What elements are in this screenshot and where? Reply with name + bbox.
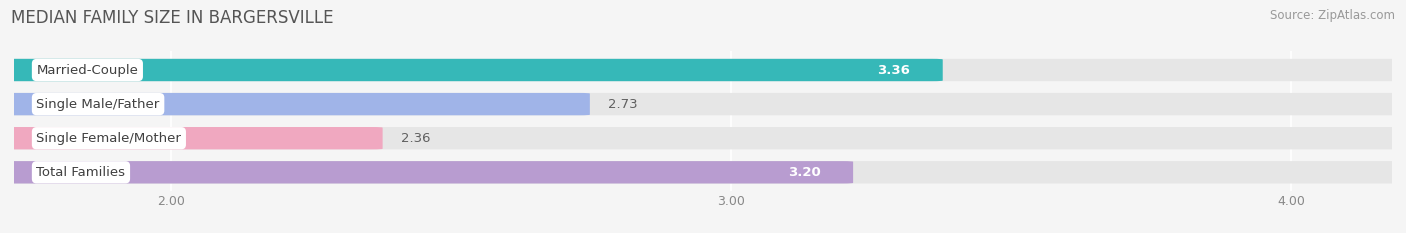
FancyBboxPatch shape bbox=[4, 161, 853, 184]
FancyBboxPatch shape bbox=[4, 93, 591, 115]
Text: 3.20: 3.20 bbox=[787, 166, 821, 179]
FancyBboxPatch shape bbox=[4, 161, 1402, 184]
Text: 3.36: 3.36 bbox=[877, 64, 910, 76]
Text: Total Families: Total Families bbox=[37, 166, 125, 179]
Text: Married-Couple: Married-Couple bbox=[37, 64, 138, 76]
FancyBboxPatch shape bbox=[4, 127, 382, 149]
Text: Single Male/Father: Single Male/Father bbox=[37, 98, 160, 111]
Text: MEDIAN FAMILY SIZE IN BARGERSVILLE: MEDIAN FAMILY SIZE IN BARGERSVILLE bbox=[11, 9, 333, 27]
FancyBboxPatch shape bbox=[4, 93, 1402, 115]
Text: 2.73: 2.73 bbox=[607, 98, 637, 111]
FancyBboxPatch shape bbox=[4, 59, 943, 81]
Text: Single Female/Mother: Single Female/Mother bbox=[37, 132, 181, 145]
FancyBboxPatch shape bbox=[4, 127, 1402, 149]
Text: Source: ZipAtlas.com: Source: ZipAtlas.com bbox=[1270, 9, 1395, 22]
FancyBboxPatch shape bbox=[4, 59, 1402, 81]
Text: 2.36: 2.36 bbox=[401, 132, 430, 145]
